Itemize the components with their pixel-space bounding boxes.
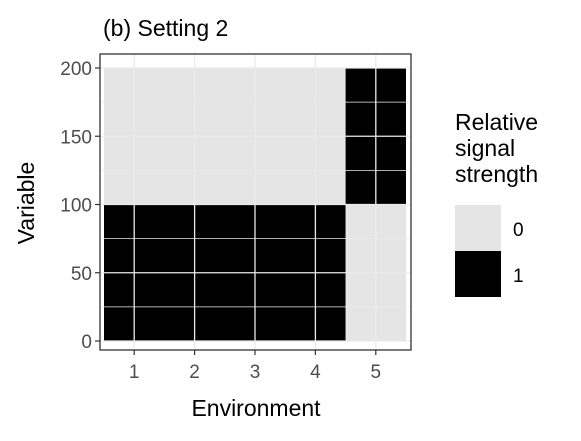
x-tick-label: 2 bbox=[189, 362, 200, 383]
x-axis: 1 2 3 4 5 bbox=[129, 350, 381, 383]
legend-key-label: 0 bbox=[513, 220, 524, 241]
x-tick-label: 4 bbox=[310, 362, 321, 383]
legend-title: Relative signal strength bbox=[455, 109, 538, 187]
legend-title-line: Relative bbox=[455, 109, 538, 135]
x-tick-label: 1 bbox=[129, 362, 140, 383]
y-tick-label: 50 bbox=[71, 264, 92, 285]
grid-lines bbox=[100, 54, 411, 350]
legend-keys: 01 bbox=[455, 205, 524, 297]
y-tick-label: 150 bbox=[60, 127, 92, 148]
y-tick-label: 200 bbox=[60, 59, 92, 80]
legend-key-label: 1 bbox=[513, 266, 524, 287]
y-axis: 0 50 100 150 200 bbox=[60, 59, 100, 353]
y-tick-label: 0 bbox=[81, 332, 92, 353]
x-tick-label: 3 bbox=[250, 362, 261, 383]
legend-key-swatch bbox=[455, 251, 501, 297]
y-tick-label: 100 bbox=[60, 196, 92, 217]
x-axis-label: Environment bbox=[191, 395, 321, 421]
legend-key-swatch bbox=[455, 205, 501, 251]
chart-title: (b) Setting 2 bbox=[103, 15, 228, 41]
legend-title-line: signal bbox=[455, 135, 515, 161]
y-axis-label: Variable bbox=[13, 162, 39, 245]
legend: Relative signal strength 01 bbox=[455, 109, 538, 297]
x-tick-label: 5 bbox=[371, 362, 382, 383]
legend-title-line: strength bbox=[455, 161, 538, 187]
